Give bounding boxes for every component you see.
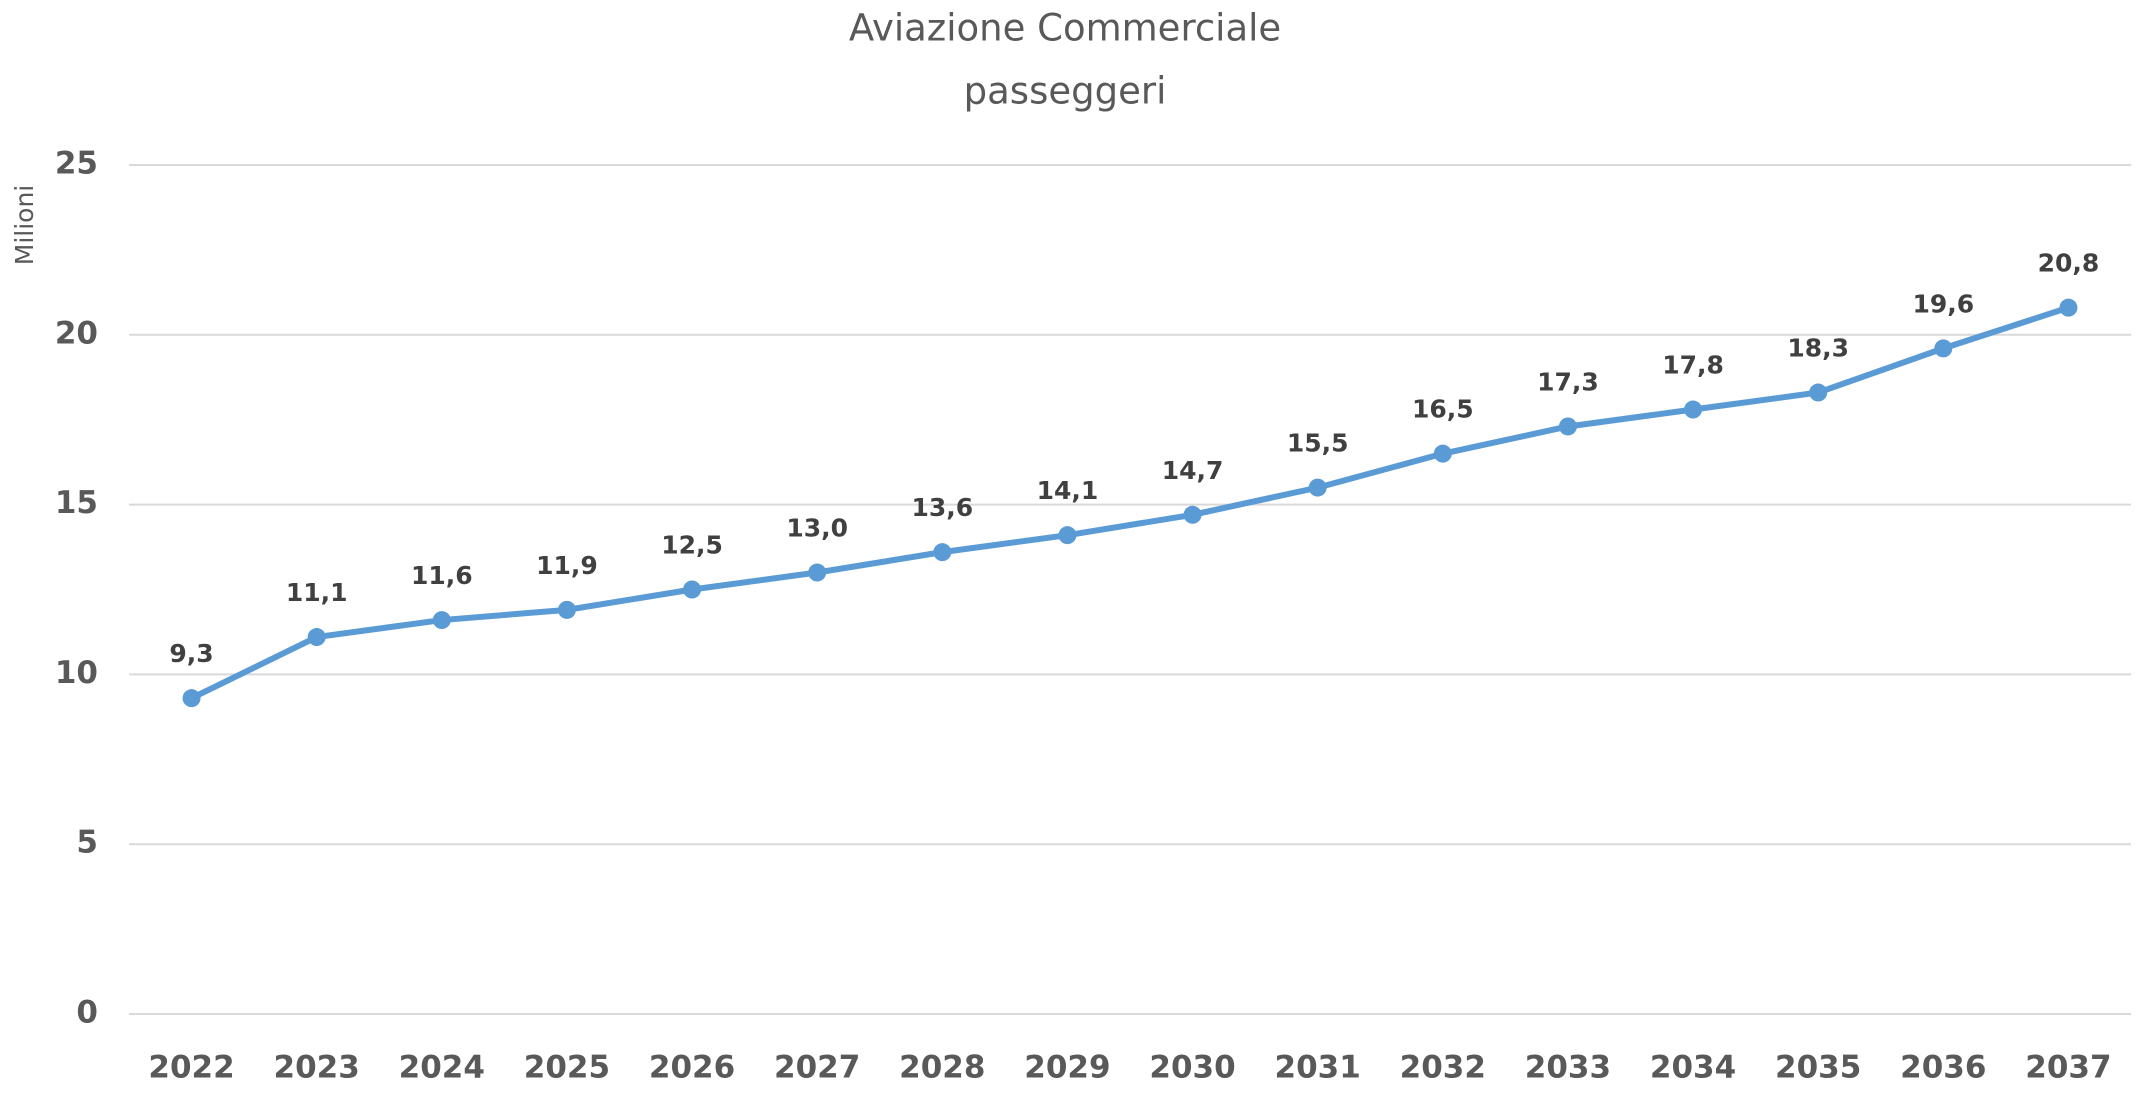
data-label: 19,6	[1912, 289, 1974, 318]
data-point	[307, 628, 326, 647]
chart-subtitle: passeggeri	[964, 70, 1167, 113]
x-tick-label: 2024	[399, 1050, 485, 1086]
data-label: 11,9	[536, 551, 598, 580]
y-tick-label: 25	[55, 146, 98, 182]
data-point	[933, 543, 952, 562]
data-label: 12,5	[661, 531, 723, 560]
data-point	[1433, 444, 1452, 463]
data-point	[2059, 298, 2078, 317]
x-tick-label: 2029	[1024, 1050, 1110, 1086]
data-point	[1809, 383, 1828, 402]
data-label: 11,6	[411, 561, 473, 590]
data-label: 14,7	[1162, 456, 1224, 485]
x-tick-label: 2028	[899, 1050, 985, 1086]
data-label: 9,3	[169, 639, 213, 668]
x-tick-label: 2035	[1775, 1050, 1861, 1086]
y-tick-label: 10	[55, 655, 98, 691]
data-point	[1058, 526, 1077, 545]
data-label: 11,1	[286, 578, 348, 607]
data-label: 14,1	[1037, 476, 1099, 505]
data-point	[182, 689, 201, 708]
data-label: 16,5	[1412, 395, 1474, 424]
x-tick-label: 2025	[524, 1050, 610, 1086]
y-tick-label: 15	[55, 485, 98, 521]
data-label: 20,8	[2038, 249, 2100, 278]
x-tick-label: 2022	[148, 1050, 234, 1086]
data-point	[1558, 417, 1577, 436]
x-tick-label: 2030	[1149, 1050, 1235, 1086]
x-tick-label: 2036	[1900, 1050, 1986, 1086]
data-point	[683, 580, 702, 599]
x-tick-label: 2034	[1650, 1050, 1736, 1086]
y-tick-label: 20	[55, 315, 98, 351]
y-tick-label: 0	[76, 995, 98, 1031]
y-axis-label: Milioni	[10, 185, 39, 266]
data-point	[1684, 400, 1703, 419]
data-label: 17,8	[1662, 351, 1724, 380]
data-label: 15,5	[1287, 429, 1349, 458]
data-point	[557, 600, 576, 619]
data-point	[1183, 505, 1202, 524]
data-label: 17,3	[1537, 367, 1599, 396]
data-point	[432, 611, 451, 630]
x-tick-label: 2032	[1400, 1050, 1486, 1086]
x-tick-label: 2037	[2025, 1050, 2111, 1086]
data-point	[1308, 478, 1327, 497]
x-tick-label: 2033	[1525, 1050, 1611, 1086]
data-line	[188, 304, 2072, 702]
x-tick-label: 2023	[274, 1050, 360, 1086]
data-point	[808, 563, 827, 582]
x-tick-label: 2026	[649, 1050, 735, 1086]
chart-title: Aviazione Commerciale	[849, 7, 1281, 50]
data-label: 13,6	[911, 493, 973, 522]
x-tick-label: 2027	[774, 1050, 860, 1086]
data-point	[1934, 339, 1953, 358]
data-label: 13,0	[786, 514, 848, 543]
data-label: 18,3	[1787, 334, 1849, 363]
x-tick-label: 2031	[1275, 1050, 1361, 1086]
y-tick-label: 5	[76, 825, 98, 861]
